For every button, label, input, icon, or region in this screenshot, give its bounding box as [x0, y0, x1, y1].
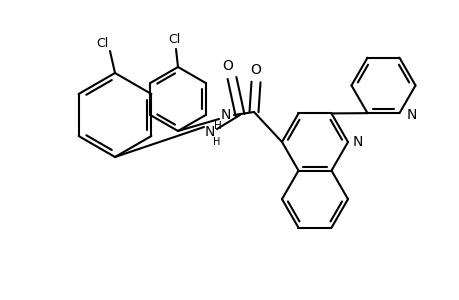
Text: Cl: Cl: [95, 37, 108, 50]
Text: N: N: [204, 125, 215, 139]
Text: Cl: Cl: [168, 32, 180, 46]
Text: H: H: [213, 121, 221, 131]
Text: O: O: [250, 63, 261, 77]
Text: H: H: [213, 137, 220, 147]
Text: N: N: [405, 108, 416, 122]
Text: N: N: [220, 108, 231, 122]
Text: O: O: [222, 59, 233, 73]
Text: N: N: [352, 135, 363, 149]
